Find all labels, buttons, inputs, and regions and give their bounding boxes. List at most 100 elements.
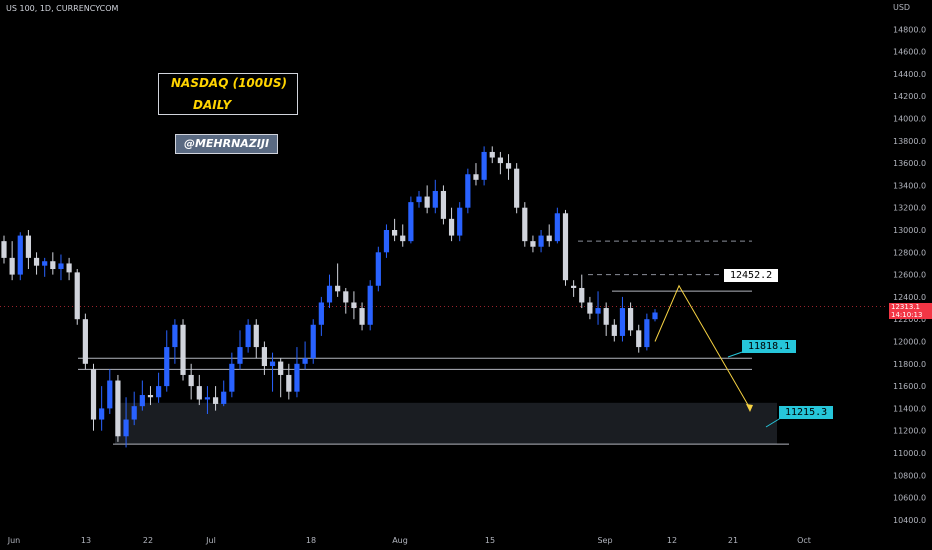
y-tick-label: 12600.0 (893, 271, 926, 280)
candle-body (318, 302, 324, 325)
candle-body (644, 319, 650, 348)
candle-body (587, 302, 593, 314)
y-tick-label: 10400.0 (893, 516, 926, 525)
x-tick-label: 18 (306, 536, 316, 545)
candle-body (400, 235, 406, 242)
candle-body (619, 308, 626, 336)
candle-body (99, 408, 105, 420)
candle-body (416, 196, 422, 203)
label-11818[interactable]: 11818.1 (742, 340, 797, 353)
candle-body (457, 207, 463, 236)
candle-body (343, 291, 349, 303)
symbol-header: US 100, 1D, CURRENCYCOM (6, 4, 119, 13)
candle-body (326, 285, 333, 303)
x-tick-label: Jul (205, 536, 216, 545)
candle-body (554, 213, 560, 242)
candle-body (17, 235, 23, 275)
y-tick-label: 13600.0 (893, 159, 926, 168)
candles (1, 146, 658, 448)
candle-body (245, 324, 251, 348)
candle-body (172, 324, 178, 348)
x-tick-label: 15 (485, 536, 495, 545)
candle-body (310, 324, 316, 359)
candle-body (367, 285, 373, 325)
zone-rect (115, 402, 777, 445)
countdown-tag: 14:10:13 (889, 311, 932, 319)
x-tick-label: Aug (392, 536, 408, 545)
y-tick-label: 12200.0 (893, 315, 926, 324)
candle-body (58, 263, 64, 270)
candle-body (164, 347, 170, 387)
candle-body (269, 361, 276, 367)
candle-body (489, 151, 495, 158)
price-axis[interactable]: 10400.0 10600.0 10800.0 11000.0 11200.0 11400… (893, 25, 926, 525)
author-box: @MEHRNAZIJI (175, 134, 278, 154)
candle-body (139, 395, 145, 407)
candle-body (253, 324, 259, 348)
candle-body (351, 302, 357, 309)
y-tick-label: 11600.0 (893, 382, 926, 391)
candle-body (440, 190, 447, 219)
candle-body (562, 213, 569, 281)
candle-body (359, 308, 365, 325)
candle-body (115, 380, 121, 437)
y-tick-label: 12000.0 (893, 338, 926, 347)
currency-label: USD (893, 3, 910, 12)
y-tick-label: 13800.0 (893, 137, 926, 146)
x-tick-label: Jun (7, 536, 21, 545)
y-tick-label: 12800.0 (893, 248, 926, 257)
x-tick-label: Sep (597, 536, 612, 545)
y-tick-label: 12400.0 (893, 293, 926, 302)
candle-body (505, 163, 512, 169)
candle-body (180, 324, 186, 375)
candle-body (424, 196, 430, 208)
label-12452[interactable]: 12452.2 (724, 269, 779, 282)
candle-body (278, 361, 284, 375)
candle-body (579, 287, 585, 303)
candle-body (448, 218, 455, 236)
candle-body (188, 374, 194, 387)
y-tick-label: 11200.0 (893, 427, 926, 436)
candle-body (131, 406, 137, 420)
candle-body (237, 347, 243, 364)
candle-body (627, 308, 634, 331)
candle-body (196, 386, 202, 400)
candle-body (473, 174, 479, 180)
y-tick-label: 13200.0 (893, 204, 926, 213)
candle-body (595, 308, 601, 314)
y-tick-label: 13000.0 (893, 226, 926, 235)
candle-body (530, 241, 536, 247)
price-axis-bg[interactable] (888, 0, 932, 550)
candle-body (74, 272, 80, 320)
candle-body (204, 397, 211, 400)
candle-body (465, 174, 471, 208)
candle-body (286, 374, 292, 392)
candle-body (636, 330, 642, 348)
candle-body (408, 202, 414, 242)
label-11215[interactable]: 11215.3 (779, 406, 834, 419)
title-line2: DAILY (193, 98, 232, 112)
candle-body (432, 190, 438, 208)
projection-path (654, 284, 753, 412)
title-box: NASDAQ (100US) DAILY (158, 73, 298, 115)
candle-body (33, 257, 40, 266)
candle-body (229, 363, 235, 392)
candle-body (497, 157, 503, 164)
candle-body (9, 257, 15, 275)
candle-body (156, 386, 162, 398)
candle-body (212, 397, 219, 404)
x-tick-label: 12 (667, 536, 677, 545)
title-line1: NASDAQ (100US) (171, 76, 288, 90)
candle-body (66, 263, 72, 273)
candle-body (383, 230, 390, 253)
x-tick-label: 13 (81, 536, 91, 545)
candle-body (107, 380, 113, 409)
candle-body (221, 391, 227, 404)
candle-body (50, 261, 56, 270)
candle-body (335, 285, 341, 292)
candle-body (123, 419, 129, 437)
time-axis[interactable]: Jun 13 22 Jul 18 Aug 15 Sep 12 21 Oct (7, 536, 811, 545)
candle-body (652, 312, 658, 320)
y-tick-label: 11800.0 (893, 360, 926, 369)
